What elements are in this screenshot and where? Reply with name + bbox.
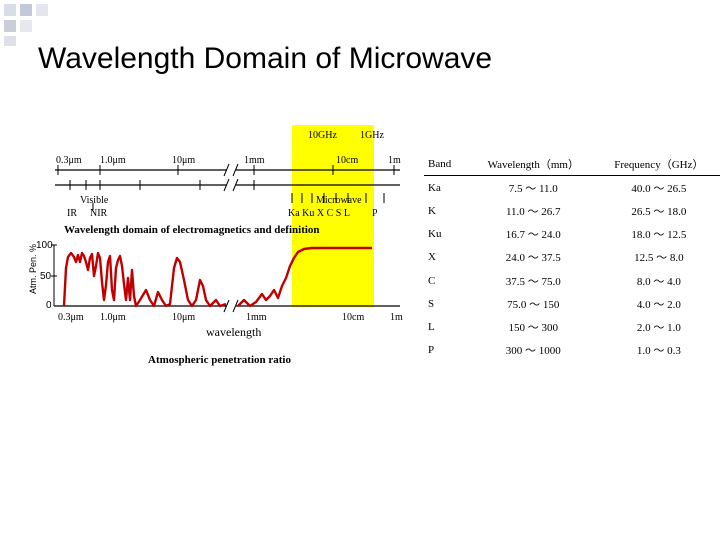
scale-bottom-4: 10cm — [342, 312, 365, 323]
cell-wavelength: 150 ～ 300 — [508, 321, 559, 334]
scale-top-1: 1.0μm — [100, 155, 126, 166]
band-table: Band Wavelength（mm） Frequency（GHz） Ka 7.… — [424, 152, 720, 362]
table-row: L 150 ～ 300 2.0 ～ 1.0 — [424, 315, 720, 338]
scale-top-0: 0.3μm — [56, 155, 82, 166]
table-row: Ka 7.5 ～ 11.0 40.0 ～ 26.5 — [424, 176, 720, 200]
scale-top-4: 10cm — [336, 155, 359, 166]
cell-band: Ku — [428, 228, 442, 241]
cell-frequency: 8.0 ～ 4.0 — [636, 275, 681, 288]
scale-top-3: 1mm — [244, 155, 265, 166]
cell-band: S — [428, 297, 435, 310]
cell-band: X — [428, 251, 436, 264]
cell-band: C — [428, 274, 436, 287]
x-axis-label: wavelength — [206, 325, 262, 339]
table-row: X 24.0 ～ 37.5 12.5 ～ 8.0 — [424, 246, 720, 269]
y-tick-50: 50 — [40, 271, 52, 282]
table-header-row: Band Wavelength（mm） Frequency（GHz） — [424, 152, 720, 177]
table-row: P 300 ～ 1000 1.0 ～ 0.3 — [424, 339, 720, 362]
cell-band: K — [428, 204, 436, 217]
cell-frequency: 2.0 ～ 1.0 — [636, 321, 681, 334]
cell-frequency: 1.0 ～ 0.3 — [636, 345, 681, 358]
cell-wavelength: 37.5 ～ 75.0 — [505, 275, 561, 288]
slide-title: Wavelength Domain of Microwave — [38, 42, 493, 75]
table-row: K 11.0 ～ 26.7 26.5 ～ 18.0 — [424, 199, 720, 222]
domain-caption: Wavelength domain of electromagnetics an… — [64, 224, 320, 236]
cell-wavelength: 16.7 ～ 24.0 — [505, 229, 561, 242]
cell-frequency: 26.5 ～ 18.0 — [631, 205, 687, 218]
scale-bottom-1: 1.0μm — [100, 312, 126, 323]
scale-bottom-2: 10μm — [172, 312, 196, 323]
table-row: Ku 16.7 ～ 24.0 18.0 ～ 12.5 — [424, 223, 720, 246]
cell-wavelength: 300 ～ 1000 — [505, 345, 561, 358]
y-tick-0: 0 — [46, 300, 52, 311]
region-visible: Visible — [80, 195, 109, 206]
band-label-10ghz: 10GHz — [308, 130, 337, 141]
header-frequency: Frequency（GHz） — [597, 152, 720, 177]
table-row: S 75.0 ～ 150 4.0 ～ 2.0 — [424, 292, 720, 315]
cell-band: P — [428, 344, 435, 357]
cell-band: Ka — [428, 181, 441, 194]
region-nir: NIR — [90, 208, 108, 219]
scale-bottom-0: 0.3μm — [58, 312, 84, 323]
region-ir: IR — [67, 208, 77, 219]
band-label-1ghz: 1GHz — [360, 130, 384, 141]
cell-frequency: 12.5 ～ 8.0 — [634, 252, 684, 265]
region-p: P — [372, 208, 378, 219]
cell-frequency: 40.0 ～ 26.5 — [631, 182, 687, 195]
bottom-caption: Atmospheric penetration ratio — [148, 354, 291, 366]
header-band: Band — [424, 152, 469, 177]
cell-frequency: 4.0 ～ 2.0 — [636, 298, 681, 311]
cell-band: L — [428, 320, 435, 333]
cell-wavelength: 75.0 ～ 150 — [507, 298, 560, 311]
region-microwave: Microwave — [316, 195, 362, 206]
cell-wavelength: 7.5 ～ 11.0 — [508, 182, 558, 195]
header-wavelength: Wavelength（mm） — [468, 152, 598, 177]
scale-top-5: 1m — [388, 155, 401, 166]
scale-bottom-5: 1m — [390, 312, 403, 323]
microwave-highlight — [292, 125, 374, 307]
scale-top-2: 10μm — [172, 155, 196, 166]
cell-frequency: 18.0 ～ 12.5 — [631, 229, 687, 242]
region-bands: Ka Ku X C S L — [288, 208, 350, 219]
cell-wavelength: 24.0 ～ 37.5 — [505, 252, 561, 265]
y-tick-100: 100 — [36, 240, 53, 251]
table-row: C 37.5 ～ 75.0 8.0 ～ 4.0 — [424, 269, 720, 292]
corner-decoration — [4, 4, 48, 46]
cell-wavelength: 11.0 ～ 26.7 — [505, 205, 561, 218]
scale-bottom-3: 1mm — [246, 312, 267, 323]
